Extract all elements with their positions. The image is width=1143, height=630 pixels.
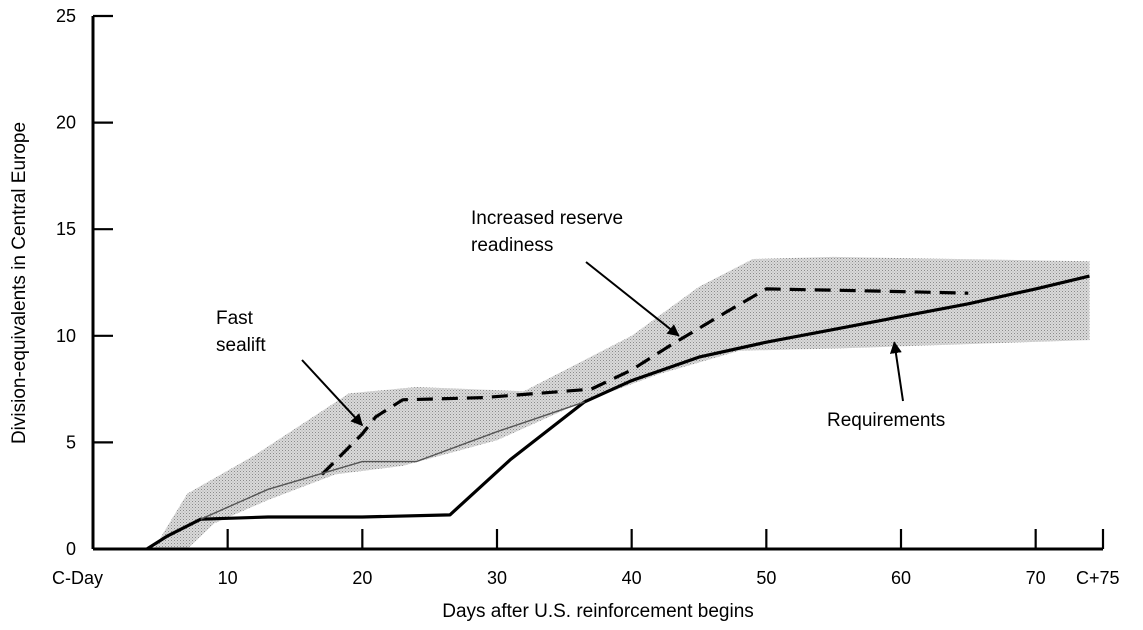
x-axis-title: Days after U.S. reinforcement begins [442, 601, 754, 622]
y-tick-label: 25 [56, 6, 76, 26]
x-tick-label: C+75 [1076, 568, 1120, 588]
y-ticks: 0 5 10 15 20 25 [56, 6, 113, 559]
x-ticks: C-Day 10 20 30 40 50 60 70 C+75 [52, 529, 1120, 588]
y-tick-label: 5 [66, 432, 76, 452]
x-tick-label: 70 [1026, 568, 1046, 588]
annotation-arrow [301, 359, 364, 427]
y-tick-label: 15 [56, 219, 76, 239]
annotation-arrow [585, 261, 680, 337]
x-tick-label: 40 [622, 568, 642, 588]
x-tick-label: 30 [487, 568, 507, 588]
annotation-increased-reserve-readiness: Increased reserve readiness [471, 208, 680, 337]
x-tick-label: 60 [891, 568, 911, 588]
annotation-label: Increased reserve readiness [471, 208, 623, 256]
annotation-fast-sealift: Fast sealift [216, 308, 364, 427]
series-requirements [146, 274, 1090, 551]
annotation-arrow [889, 341, 904, 402]
series-layer [146, 274, 1090, 551]
series-thin-lower-line [200, 401, 585, 520]
series-fast-sealift [320, 287, 969, 476]
y-axis-title: Division-equivalents in Central Europe [9, 122, 30, 444]
x-tick-label: C-Day [52, 568, 103, 588]
band-layer [153, 256, 1090, 549]
y-tick-label: 0 [66, 539, 76, 559]
x-tick-label: 10 [218, 568, 238, 588]
y-tick-label: 20 [56, 113, 76, 133]
x-tick-label: 50 [756, 568, 776, 588]
x-tick-label: 20 [352, 568, 372, 588]
annotation-requirements: Requirements [827, 341, 945, 431]
uncertainty-band [153, 256, 1090, 549]
annotations: Increased reserve readiness Fast sealift Req… [216, 208, 945, 431]
annotation-label: Fast sealift [216, 308, 266, 356]
y-tick-label: 10 [56, 326, 76, 346]
annotation-label: Requirements [827, 410, 945, 431]
axes [91, 16, 1103, 551]
